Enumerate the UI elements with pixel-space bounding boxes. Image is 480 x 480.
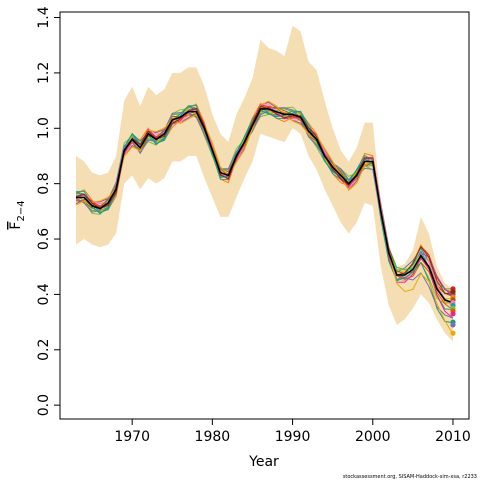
x-axis-title: Year [248, 454, 279, 470]
y-tick-label-0.0: 0.0 [36, 394, 52, 416]
uncertainty-band [76, 25, 453, 342]
series-line-13 [75, 105, 454, 324]
central-line [76, 108, 454, 304]
y-tick-label-1.4: 1.4 [36, 6, 52, 28]
central-estimate-line [76, 108, 454, 304]
svg-text:F2−4: F2−4 [8, 200, 27, 229]
y-axis-title: F2−4 [8, 200, 27, 229]
y-tick-label-0.2: 0.2 [36, 339, 52, 361]
credit-text: stockassessment.org, SISAM-Haddock-sim-x… [343, 474, 477, 480]
end-point-12 [450, 311, 456, 317]
x-tick-label-2010: 2010 [435, 429, 471, 445]
x-tick-label-1990: 1990 [275, 429, 311, 445]
y-tick-label-0.8: 0.8 [36, 173, 52, 195]
y-tick-label-0.4: 0.4 [36, 283, 52, 305]
x-axis: 1970 1980 1990 2000 2010 [114, 419, 471, 445]
y-tick-label-0.6: 0.6 [36, 228, 52, 250]
y-tick-label-1.2: 1.2 [36, 62, 52, 84]
y-axis: 0.0 0.2 0.4 0.6 0.8 1.0 1.2 1.4 [36, 6, 60, 416]
confidence-band [76, 25, 453, 342]
x-tick-label-1980: 1980 [195, 429, 231, 445]
end-points [450, 286, 456, 336]
end-point-14 [450, 322, 456, 328]
y-axis-title-subscript: 2−4 [16, 200, 27, 221]
y-axis-title-main: F [8, 222, 24, 230]
x-tick-label-2000: 2000 [355, 429, 391, 445]
end-point-15 [450, 330, 456, 336]
end-point-16 [450, 289, 456, 295]
plot-frame [59, 11, 470, 420]
y-tick-label-1.0: 1.0 [36, 117, 52, 139]
x-tick-label-1970: 1970 [114, 429, 150, 445]
